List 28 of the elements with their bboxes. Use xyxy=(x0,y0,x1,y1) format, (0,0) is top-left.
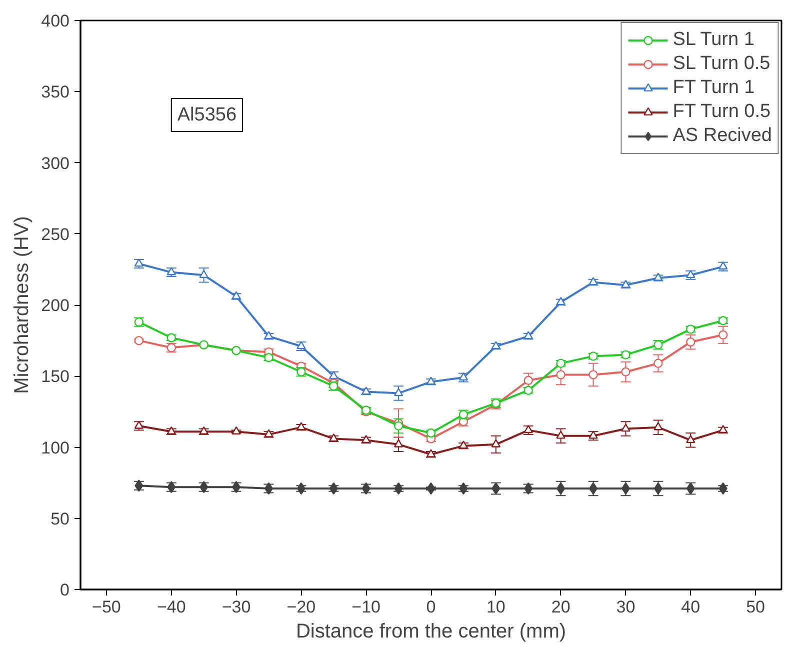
y-tick-label: 300 xyxy=(41,154,70,173)
x-tick-label: 0 xyxy=(426,598,436,616)
x-tick-label: −20 xyxy=(286,598,316,616)
y-tick-label: 350 xyxy=(41,82,70,102)
x-tick-label: 10 xyxy=(486,598,506,616)
y-tick-label: 400 xyxy=(41,12,70,30)
x-axis-title: Distance from the center (mm) xyxy=(296,620,566,642)
legend-label: FT Turn 1 xyxy=(672,77,755,99)
y-tick-label: 50 xyxy=(50,509,70,528)
x-tick-label: −40 xyxy=(156,598,186,616)
x-tick-label: 50 xyxy=(746,598,766,616)
legend-label: SL Turn 0.5 xyxy=(672,53,770,75)
y-tick-label: 100 xyxy=(41,438,70,458)
x-tick-label: −50 xyxy=(92,598,121,616)
y-axis-title: Microhardness (HV) xyxy=(11,216,34,394)
legend-label: SL Turn 1 xyxy=(672,29,754,51)
x-tick-label: 30 xyxy=(616,598,636,616)
y-tick-label: 150 xyxy=(41,367,70,386)
y-tick-label: 250 xyxy=(41,224,70,244)
x-tick-label: 20 xyxy=(551,598,570,616)
x-tick-label: 40 xyxy=(681,598,700,616)
annotation: Al5356 xyxy=(177,104,237,126)
x-tick-label: −30 xyxy=(222,598,251,616)
y-tick-label: 0 xyxy=(60,580,70,600)
legend-label: FT Turn 0.5 xyxy=(672,101,771,123)
y-tick-label: 200 xyxy=(41,296,70,315)
legend-label: AS Recived xyxy=(672,125,772,147)
x-tick-label: −10 xyxy=(352,598,381,616)
